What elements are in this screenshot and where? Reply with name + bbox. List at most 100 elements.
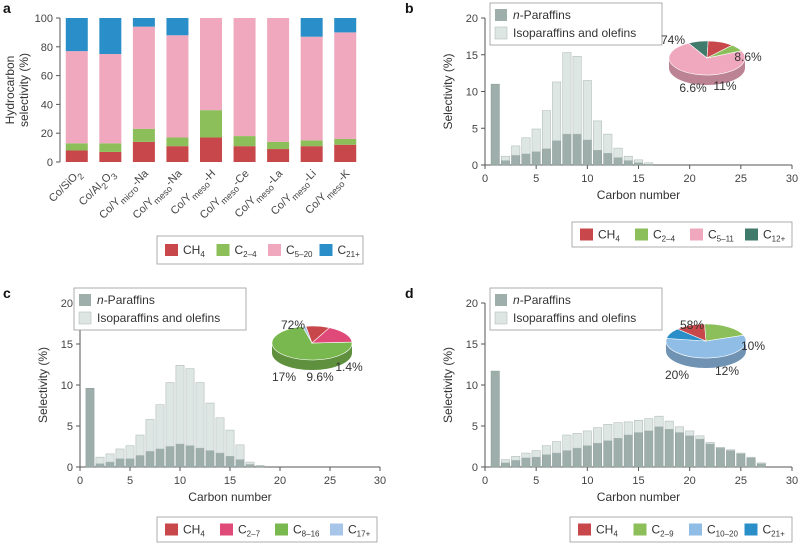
y-axis-label: Hydrocarbonselectivity (%) xyxy=(3,53,31,127)
pie-side-c816 xyxy=(272,343,352,370)
pie-label: 11% xyxy=(713,79,736,93)
x-tick-label: 30 xyxy=(786,173,798,185)
bar-n-paraffin xyxy=(521,153,531,166)
bar-n-paraffin xyxy=(85,388,95,468)
legend-swatch-c24 xyxy=(635,228,648,241)
bar-n-paraffin xyxy=(145,451,155,468)
bar-c520 xyxy=(300,36,323,141)
x-tick-label: 0 xyxy=(482,173,488,185)
y-tick-label: 0 xyxy=(67,462,73,474)
pie-label: 8.6% xyxy=(734,50,762,64)
legend-label-c24: C2–4 xyxy=(653,228,676,244)
bar-isoparaffin-olefin xyxy=(726,449,736,451)
bar-isoparaffin-olefin xyxy=(135,434,145,456)
bar-n-paraffin xyxy=(736,453,746,468)
bar-isoparaffin-olefin xyxy=(235,444,245,460)
pie-side-c520 xyxy=(669,58,745,85)
bar-ch4 xyxy=(166,146,189,162)
bar-isoparaffin-olefin xyxy=(225,429,235,457)
legend-swatch-n-paraffins xyxy=(495,294,507,306)
bar-isoparaffin-olefin xyxy=(501,155,510,161)
bar-n-paraffin xyxy=(756,463,766,468)
bar-isoparaffin-olefin xyxy=(521,137,531,155)
y-tick-label: 0 xyxy=(47,157,53,169)
y-axis-label: Selectivity (%) xyxy=(441,53,455,129)
x-tick-label: 0 xyxy=(482,475,488,487)
y-tick-label: 40 xyxy=(41,99,53,111)
bar-ch4 xyxy=(65,150,88,162)
pie-side-c1020 xyxy=(666,341,746,368)
x-tick-label: 25 xyxy=(735,173,747,185)
bar-c21 xyxy=(166,18,189,36)
y-tick-label: 0 xyxy=(472,462,478,474)
bar-n-paraffin xyxy=(511,155,521,166)
bar-isoparaffin-olefin xyxy=(552,81,562,141)
legend-swatch-c24 xyxy=(633,523,647,536)
legend-swatch-n-paraffins xyxy=(79,294,91,306)
bar-c21 xyxy=(132,18,155,27)
bar-c520 xyxy=(200,18,222,111)
panel-d-legend: CH4 C2–9 C10–20 C21+ xyxy=(569,516,793,543)
bar-n-paraffin xyxy=(654,426,664,468)
legend-label-isoparaffins: Isoparaffins and olefins xyxy=(97,311,220,325)
bar-n-paraffin xyxy=(552,452,562,468)
bar-n-paraffin xyxy=(593,150,603,166)
x-tick-label: 0 xyxy=(77,475,83,487)
pie-label: 1.4% xyxy=(335,360,363,374)
bar-c24 xyxy=(233,136,256,147)
bar-isoparaffin-olefin xyxy=(674,426,684,433)
bar-c24 xyxy=(300,140,323,147)
x-tick-label: 15 xyxy=(224,475,236,487)
bar-c24 xyxy=(65,143,88,151)
bar-isoparaffin-olefin xyxy=(185,368,195,446)
bar-c24 xyxy=(334,138,357,145)
bar-isoparaffin-olefin xyxy=(685,430,695,437)
bar-n-paraffin xyxy=(245,464,255,468)
bar-n-paraffin xyxy=(155,448,165,468)
bar-ch4 xyxy=(132,141,155,162)
bar-c21 xyxy=(65,18,88,52)
bar-isoparaffin-olefin xyxy=(572,433,582,449)
legend-label-c27: C2–7 xyxy=(238,523,261,539)
bar-isoparaffin-olefin xyxy=(552,441,562,454)
pie-label: 72% xyxy=(281,318,305,332)
y-tick-label: 80 xyxy=(41,42,53,54)
pie-slice-c24 xyxy=(704,323,745,342)
legend-swatch-c21 xyxy=(744,523,758,536)
bar-isoparaffin-olefin xyxy=(501,459,510,464)
legend-swatch-ch4 xyxy=(578,523,591,536)
bar-isoparaffin-olefin xyxy=(644,418,654,432)
bar-isoparaffin-olefin xyxy=(756,462,766,464)
y-tick-label: 20 xyxy=(61,298,73,310)
bar-isoparaffin-olefin xyxy=(593,427,603,444)
bar-isoparaffin-olefin xyxy=(746,456,756,459)
legend-swatch-c1020 xyxy=(689,523,702,536)
x-tick-label: 10 xyxy=(581,475,593,487)
bar-n-paraffin xyxy=(521,457,531,468)
bar-isoparaffin-olefin xyxy=(155,404,165,450)
legend-label-n-paraffins: n-Paraffins xyxy=(513,293,571,307)
legend-label-c21: C21+ xyxy=(763,523,786,539)
pie-slice-c24 xyxy=(706,44,743,59)
x-tick-label: 30 xyxy=(786,475,798,487)
panel-b: b 0 5 10 15 20 0 5 10 15 20 25 30 Carbon number Select… xyxy=(405,0,798,202)
pie-label: 9.6% xyxy=(306,370,334,384)
bar-isoparaffin-olefin xyxy=(95,456,105,464)
bar-n-paraffin xyxy=(490,370,500,468)
bar-c520 xyxy=(233,18,256,137)
bar-isoparaffin-olefin xyxy=(582,80,592,141)
y-tick-label: 15 xyxy=(466,50,478,62)
panel-d-legend-frame xyxy=(569,516,793,543)
pie-label: 12% xyxy=(715,364,739,378)
x-tick-label: 5 xyxy=(533,475,539,487)
legend-label-isoparaffins: Isoparaffins and olefins xyxy=(513,26,636,40)
bar-isoparaffin-olefin xyxy=(634,420,643,433)
legend-label-n-paraffins: n-Paraffins xyxy=(97,293,155,307)
bar-n-paraffin xyxy=(552,140,562,166)
x-tick-label: 25 xyxy=(735,475,747,487)
y-tick-label: 5 xyxy=(472,421,478,433)
bar-ch4 xyxy=(300,146,323,162)
bar-isoparaffin-olefin xyxy=(541,110,551,150)
bar-n-paraffin xyxy=(746,457,756,468)
